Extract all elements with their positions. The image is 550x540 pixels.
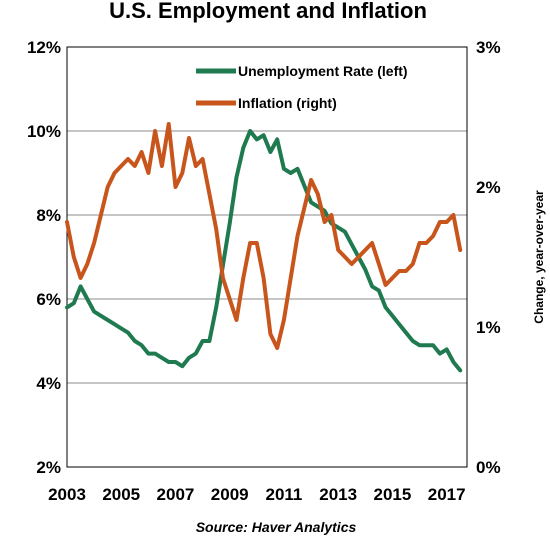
left-tick-label: 4% — [36, 374, 61, 393]
x-tick-label: 2011 — [266, 485, 303, 504]
right-axis-title: Change, year-over-year — [532, 190, 546, 324]
chart-title: U.S. Employment and Inflation — [109, 0, 427, 23]
left-tick-label: 10% — [27, 122, 61, 141]
x-axis-ticks: 2003 2005 2007 2009 2011 2013 2015 2017 — [48, 485, 465, 504]
x-tick-label: 2003 — [48, 485, 86, 504]
left-tick-label: 6% — [36, 290, 61, 309]
x-tick-label: 2007 — [157, 485, 195, 504]
legend-label-unemployment: Unemployment Rate (left) — [238, 63, 408, 79]
left-axis-ticks: 2% 4% 6% 8% 10% 12% — [27, 38, 61, 477]
source-note: Source: Haver Analytics — [196, 519, 357, 535]
left-tick-label: 8% — [36, 206, 61, 225]
series-line-unemployment — [65, 129, 463, 373]
x-tick-label: 2013 — [319, 485, 357, 504]
series-lines — [65, 122, 463, 373]
x-tick-label: 2015 — [374, 485, 412, 504]
legend: Unemployment Rate (left) Inflation (righ… — [196, 63, 408, 111]
x-tick-label: 2005 — [102, 485, 140, 504]
right-tick-label: 1% — [476, 318, 501, 337]
legend-label-inflation: Inflation (right) — [238, 95, 337, 111]
right-tick-label: 2% — [476, 178, 501, 197]
left-tick-label: 2% — [36, 458, 61, 477]
left-tick-label: 12% — [27, 38, 61, 57]
right-tick-label: 0% — [476, 458, 501, 477]
x-tick-label: 2017 — [428, 485, 466, 504]
plot-area-border — [66, 46, 468, 468]
right-axis-ticks: 0% 1% 2% 3% — [476, 38, 501, 477]
x-tick-label: 2009 — [211, 485, 249, 504]
right-tick-label: 3% — [476, 38, 501, 57]
series-line-inflation — [65, 122, 463, 350]
